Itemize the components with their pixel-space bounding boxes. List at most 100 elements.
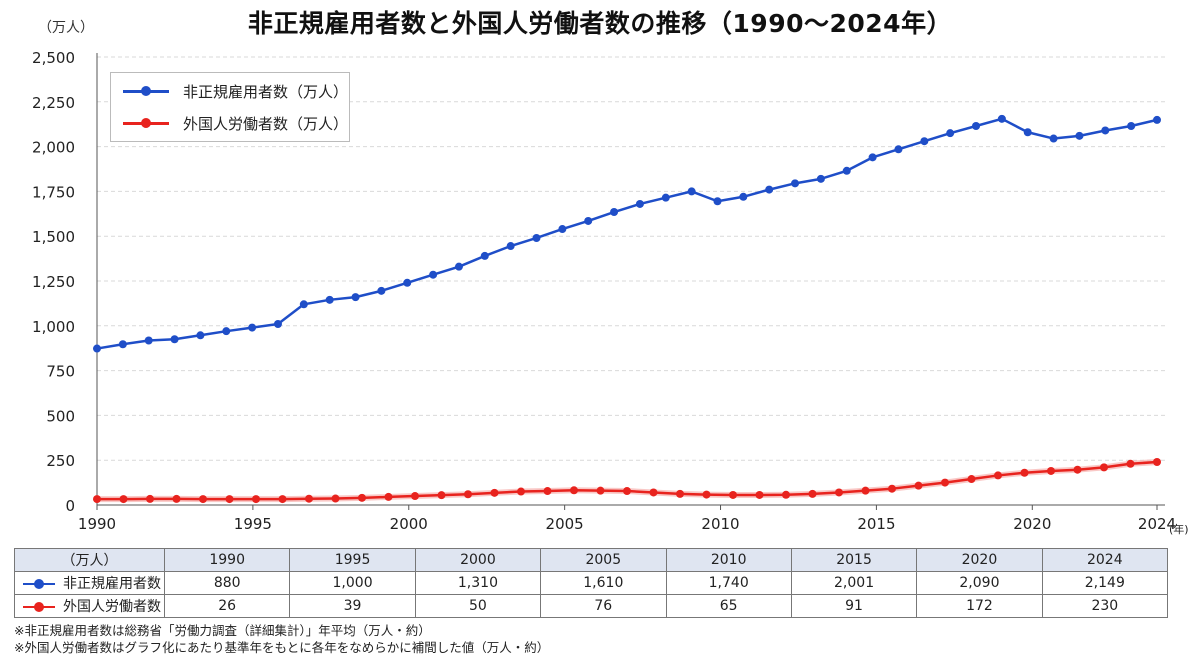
table-cell: 2,090 — [916, 571, 1043, 595]
table-cell: 880 — [163, 571, 291, 595]
table-cell: 39 — [289, 594, 416, 618]
x-axis-unit-label: (年) — [1169, 522, 1189, 536]
table-cell: 1,310 — [414, 571, 542, 595]
x-tick-label: 2000 — [390, 515, 428, 533]
data-point-foreign — [755, 490, 764, 499]
data-point-nonregular — [894, 145, 903, 154]
data-point-foreign — [1153, 457, 1161, 466]
table-year-header: 2015 — [790, 548, 918, 572]
data-point-foreign — [305, 494, 313, 503]
data-point-foreign — [252, 495, 260, 504]
data-point-nonregular — [946, 129, 955, 138]
data-point-foreign — [967, 475, 976, 484]
data-point-nonregular — [635, 199, 644, 208]
chart-legend: 非正規雇用者数（万人） 外国人労働者数（万人） — [110, 72, 350, 142]
y-tick-label: 1,000 — [32, 318, 75, 336]
data-point-foreign — [358, 493, 366, 502]
table-cell: 65 — [665, 594, 792, 618]
legend-item-foreign: 外国人労働者数（万人） — [111, 111, 349, 135]
data-point-nonregular — [713, 197, 722, 206]
data-point-foreign — [1126, 459, 1135, 468]
table-cell: 2,149 — [1041, 571, 1169, 595]
data-point-foreign — [490, 488, 499, 497]
y-axis-unit-label: （万人） — [38, 20, 94, 36]
y-tick-label: 750 — [46, 363, 75, 381]
data-point-nonregular — [118, 340, 127, 349]
table-header-row: （万人） 1990 1995 2000 2005 2010 2015 2020 … — [14, 548, 1169, 572]
table-year-header: 2005 — [540, 548, 667, 572]
data-point-nonregular — [454, 262, 463, 271]
data-point-foreign — [411, 492, 419, 501]
table-row-label-text: 外国人労働者数 — [63, 599, 161, 615]
data-point-foreign — [517, 487, 525, 496]
data-point-foreign — [649, 488, 658, 497]
chart-title: 非正規雇用者数と外国人労働者数の推移（1990〜2024年） — [247, 9, 953, 38]
data-point-nonregular — [920, 137, 929, 146]
y-tick-label: 0 — [65, 497, 75, 515]
data-point-foreign — [861, 486, 870, 495]
table-row-nonregular: 非正規雇用者数 880 1,000 1,310 1,610 1,740 2,00… — [14, 571, 1169, 595]
data-point-foreign — [384, 492, 393, 501]
data-point-nonregular — [170, 335, 179, 344]
table-year-header: 1990 — [163, 548, 291, 572]
y-tick-label: 250 — [46, 452, 75, 470]
x-tick-label: 1990 — [78, 515, 116, 533]
data-point-nonregular — [1127, 121, 1136, 130]
footnote: ※非正規雇用者数は総務省「労働力調査（詳細集計）」年平均（万人・約） — [14, 623, 431, 638]
series-line-nonregular — [96, 117, 1158, 350]
data-point-nonregular — [584, 216, 593, 225]
data-point-foreign — [199, 495, 207, 504]
data-point-foreign — [702, 490, 711, 499]
table-row-label: 外国人労働者数 — [14, 594, 165, 618]
table-row-label-text: 非正規雇用者数 — [63, 576, 161, 592]
data-point-nonregular — [377, 286, 386, 295]
data-point-nonregular — [558, 225, 567, 234]
data-point-foreign — [278, 495, 287, 504]
data-point-foreign — [1020, 468, 1029, 477]
table-year-header: 2024 — [1041, 548, 1169, 572]
y-tick-label: 2,250 — [32, 94, 75, 112]
data-point-nonregular — [248, 323, 257, 332]
data-point-foreign — [1073, 465, 1082, 474]
data-point-foreign — [1100, 463, 1108, 472]
data-point-foreign — [596, 486, 605, 495]
table-cell: 1,740 — [665, 571, 792, 595]
data-point-nonregular — [739, 192, 748, 201]
y-tick-label: 2,500 — [32, 49, 75, 67]
data-point-nonregular — [1049, 134, 1058, 143]
x-tick-label: 1995 — [234, 515, 272, 533]
table-cell: 50 — [414, 594, 542, 618]
data-point-nonregular — [429, 270, 438, 279]
data-point-foreign — [676, 489, 684, 498]
table-cell: 91 — [790, 594, 918, 618]
y-tick-label: 1,250 — [32, 273, 75, 291]
data-point-nonregular — [351, 293, 360, 302]
table-unit-cell: （万人） — [14, 548, 165, 572]
table-year-header: 1995 — [289, 548, 416, 572]
data-point-foreign — [808, 489, 817, 498]
data-point-foreign — [543, 487, 552, 496]
table-row-foreign: 外国人労働者数 26 39 50 76 65 91 172 230 — [14, 594, 1169, 618]
data-point-nonregular — [325, 295, 334, 304]
line-chart: 0 250 500 750 1,000 1,250 1,500 1,750 2,000 2,250… — [32, 49, 1189, 536]
data-point-foreign — [623, 487, 631, 496]
data-point-nonregular — [196, 331, 205, 340]
data-point-foreign — [119, 495, 128, 504]
data-point-foreign — [570, 486, 578, 495]
data-point-foreign — [888, 484, 896, 493]
data-point-nonregular — [532, 233, 541, 242]
data-point-nonregular — [1023, 128, 1032, 137]
table-year-header: 2010 — [665, 548, 792, 572]
data-point-foreign — [437, 491, 446, 500]
data-point-nonregular — [791, 179, 800, 188]
data-point-nonregular — [868, 153, 877, 162]
y-tick-label: 1,750 — [32, 183, 75, 201]
x-tick-label: 2024 — [1138, 515, 1176, 533]
x-tick-label: 2005 — [546, 515, 584, 533]
x-tick-label: 2010 — [701, 515, 739, 533]
data-point-nonregular — [842, 166, 851, 175]
data-point-foreign — [941, 478, 949, 487]
data-point-nonregular — [765, 185, 774, 194]
data-point-foreign — [172, 494, 181, 503]
data-point-foreign — [225, 495, 234, 504]
